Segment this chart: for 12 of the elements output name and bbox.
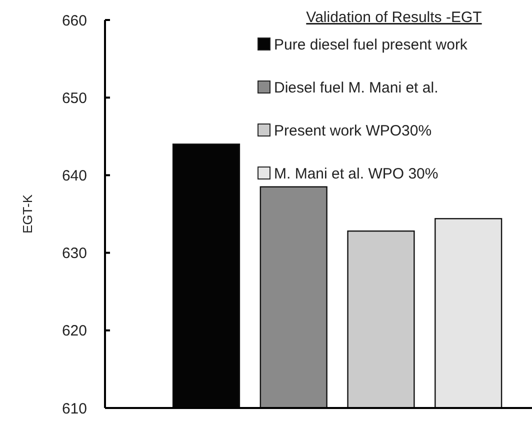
legend-label: Pure diesel fuel present work [274,36,468,54]
legend-label: Diesel fuel M. Mani et al. [274,79,438,96]
y-axis-title: EGT-K [20,194,35,234]
y-tick-label: 660 [62,12,87,30]
legend-title: Validation of Results -EGT [306,9,482,26]
y-tick-label: 610 [62,400,87,418]
legend-label: Present work WPO30% [274,122,432,140]
legend-label: M. Mani et al. WPO 30% [274,165,438,182]
y-tick-label: 650 [62,90,87,107]
y-tick-label: 630 [62,245,87,262]
y-tick-label: 640 [62,167,87,184]
y-tick-label: 620 [62,322,87,340]
